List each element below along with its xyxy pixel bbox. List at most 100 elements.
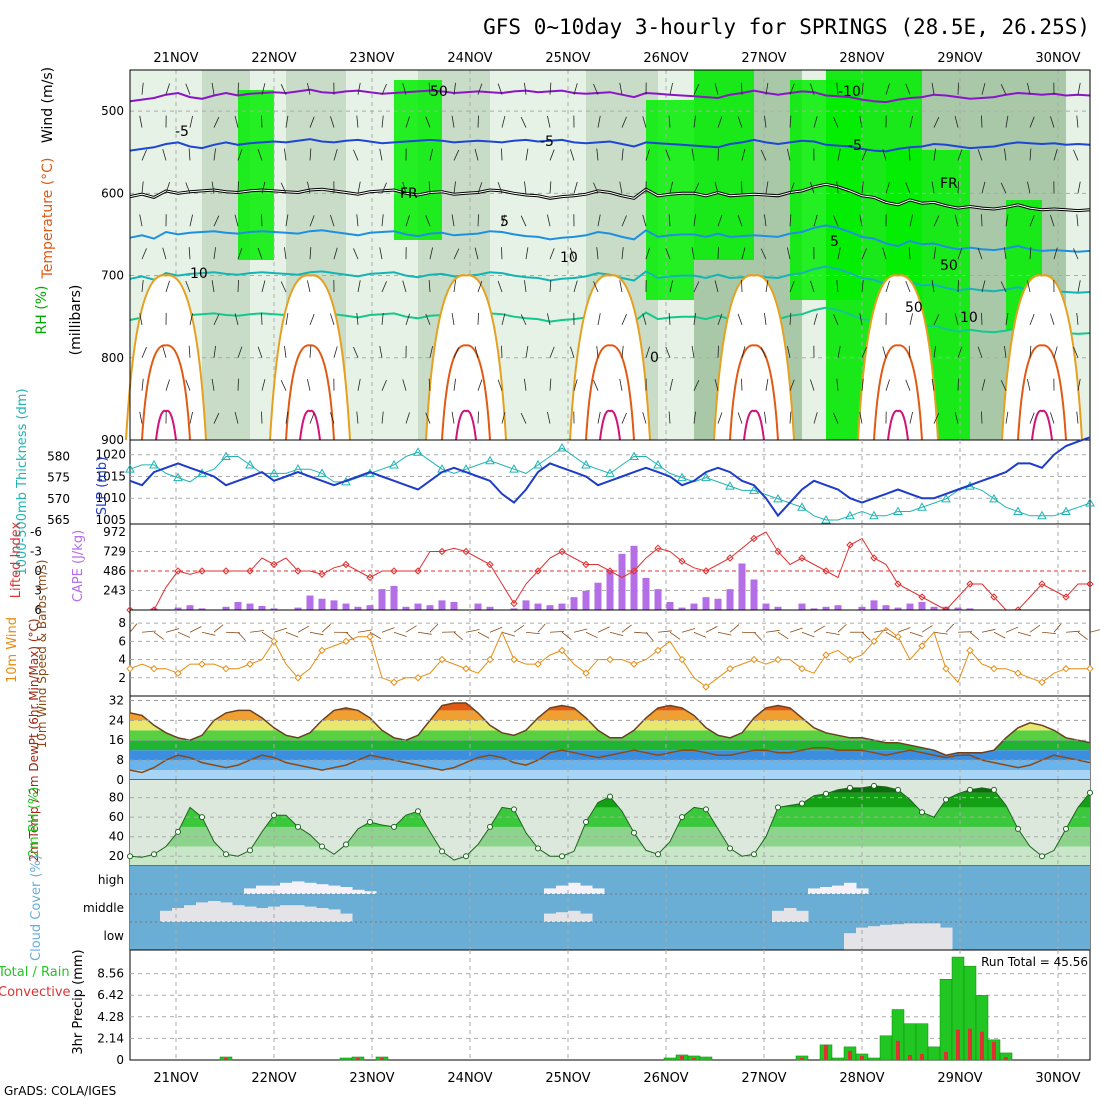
top-date-label: 22NOV [251, 51, 296, 66]
wind-barb [957, 247, 963, 260]
wind-barb [621, 314, 627, 326]
wind-barb [165, 83, 170, 95]
wind-barb [1076, 411, 1079, 424]
wind-barb [309, 148, 312, 161]
cape-bar [450, 601, 458, 610]
cloud-fill-middle [340, 913, 353, 922]
thickness-tick: 575 [47, 471, 70, 485]
wind-barb-10m [933, 631, 948, 635]
wind-barb [909, 214, 913, 227]
wind-barb [693, 214, 696, 227]
top-date-label: 25NOV [545, 51, 590, 66]
wind-barb [717, 345, 719, 358]
rh2m-line-point [559, 853, 565, 860]
wind-barb-10m [369, 631, 381, 639]
wind-barb [737, 116, 743, 128]
wind-barb [908, 247, 911, 260]
wind-barb [882, 247, 887, 260]
cloud-fill-high [304, 882, 317, 894]
wind-barb [451, 115, 455, 128]
cloud-fill-middle [544, 913, 557, 922]
wind-barb-10m [405, 625, 417, 633]
wind-barb [593, 182, 599, 194]
wind-barb-10m [837, 623, 847, 633]
wind-barb [474, 247, 479, 260]
wind-barb [957, 181, 959, 194]
precip-convective-bar [680, 1055, 684, 1060]
wind-barb [813, 214, 818, 227]
wind-barb [189, 115, 193, 128]
wind-barb [307, 82, 311, 95]
precip-total-bar [699, 1056, 713, 1061]
wind-barb [645, 149, 650, 161]
wind-barb [977, 346, 983, 358]
cape-bar [270, 608, 278, 610]
wind-barb [836, 82, 839, 95]
precip-panel: Run Total = 45.56 8.56 6.42 4.28 2.14 0 3hr Pr… [0, 949, 1091, 1067]
cloud-fill-high [556, 885, 569, 894]
cape-bar [606, 569, 614, 610]
wind-barb [1005, 115, 1009, 128]
wind-barb [789, 379, 795, 391]
wind-speed-line-point [462, 664, 470, 673]
wind-barb [760, 149, 767, 161]
wind-speed-line-point [294, 674, 302, 682]
wind-barb [1000, 380, 1007, 391]
wind-barb-10m [321, 624, 331, 633]
wind-barb [285, 313, 289, 325]
wind-barb [693, 84, 700, 95]
wind-barb-10m [969, 631, 980, 641]
cloud-fill-middle [184, 905, 197, 922]
wind-barb [402, 280, 407, 293]
precip-convective-bar [992, 1041, 996, 1060]
thickness-line-point [845, 510, 855, 520]
wind-barb-10m [1077, 631, 1088, 640]
wind-barb [693, 115, 696, 128]
wind-barb-10m [693, 631, 707, 638]
wind-barb [1073, 346, 1079, 358]
wind-barb [836, 378, 839, 391]
cloud-fill-high [364, 891, 377, 894]
cape-bar [186, 605, 194, 610]
wind-barb [213, 116, 220, 128]
contour-label: -5 [175, 124, 189, 140]
lifted-index-line-point [798, 554, 806, 562]
rh2m-line-point [487, 823, 493, 830]
wind-barb [789, 115, 792, 128]
wind-barb [859, 214, 863, 227]
precip-tick: 8.56 [97, 967, 124, 981]
wind-barb [954, 313, 959, 325]
wind-barb [356, 411, 359, 424]
cape-bar [330, 600, 338, 610]
wind-barb [789, 312, 792, 325]
wind-barb [714, 83, 719, 95]
wind-barb [405, 116, 410, 128]
wind-barb [525, 148, 529, 161]
wind-speed-line-point [198, 660, 206, 668]
lifted-axis-label: Lifted Index [9, 521, 24, 598]
wind-barb [333, 247, 338, 260]
wind-barb [668, 115, 671, 128]
contour-label: 50 [905, 300, 923, 316]
precip-convective-bar [956, 1029, 960, 1060]
lifted-index-line-point [486, 560, 494, 569]
wind-barb [833, 314, 839, 326]
rh2m-line-point [967, 786, 973, 793]
cloud-fill-high [580, 885, 593, 894]
wind-speed-line-point [726, 664, 734, 673]
cloud-fill-high [544, 888, 557, 894]
wind-speed-line-point [150, 664, 158, 673]
cloud-fill-high [844, 882, 857, 894]
wind-barb [981, 214, 983, 227]
wind-barb [549, 280, 552, 293]
slp-line [129, 436, 1091, 518]
lifted-index-line-point [702, 567, 710, 575]
wind-barb [597, 411, 601, 424]
wind-barb [189, 214, 193, 227]
temp-25-contour [873, 344, 923, 441]
lifted-index-line-point [558, 547, 566, 556]
wind-barb [188, 345, 191, 358]
cape-bar [426, 605, 434, 610]
